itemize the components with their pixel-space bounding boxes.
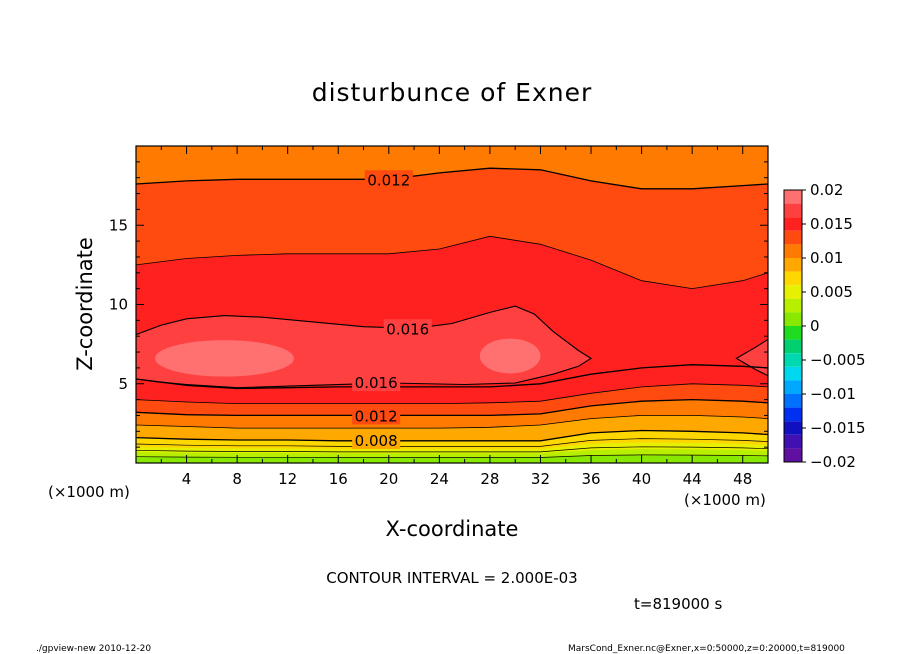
chart-title: disturbunce of Exner [312, 78, 593, 107]
contour-line-0.014-lower [136, 383, 768, 404]
colorbar-swatch [784, 448, 802, 462]
colorbar-swatch [784, 353, 802, 367]
colorbar-tick-label: −0.01 [810, 385, 856, 403]
colorbar-tick-label: −0.02 [810, 453, 856, 471]
y-tick-label: 10 [109, 296, 128, 314]
contour-interval-text: CONTOUR INTERVAL = 2.000E-03 [326, 569, 577, 587]
contour-line-0.014-upper [136, 235, 768, 290]
contour-label: 0.008 [352, 431, 401, 450]
colorbar-tick-label: −0.015 [810, 419, 866, 437]
colorbar-swatch [784, 339, 802, 354]
colorbar-swatch [784, 421, 802, 435]
contour-line-bottom-2 [136, 446, 768, 453]
contour-label-bg [352, 431, 401, 450]
colorbar-swatch [784, 244, 802, 258]
x-unit-left: (×1000 m) [48, 483, 130, 501]
colorbar-tick-label: 0.015 [810, 215, 853, 233]
contour-line-0.012-lower [136, 398, 768, 417]
contour-label-bg [352, 373, 401, 392]
colorbar-swatch [784, 285, 802, 299]
colorbar-swatch [784, 230, 802, 245]
contour-label-text: 0.016 [386, 320, 429, 338]
colorbar-swatch [784, 312, 802, 326]
x-unit-right: (×1000 m) [684, 491, 766, 509]
colorbar-tick-label: −0.005 [810, 351, 866, 369]
colorbar-swatch [784, 380, 802, 394]
colorbar-swatch [784, 298, 802, 313]
colorbar: 0.02 0.015 0.01 0.005 0 −0.005 −0.01 −0.015 −0.0… [783, 181, 866, 471]
colorbar-swatch [784, 217, 802, 231]
colorbar-swatch [784, 271, 802, 286]
contour-line-0.008 [136, 429, 768, 442]
colorbar-tick-label: 0.005 [810, 283, 853, 301]
x-axis-label: X-coordinate [386, 517, 519, 541]
contour-region-0.018-mid [479, 338, 541, 374]
x-tick-label: 40 [632, 470, 651, 488]
colorbar-tick-label: 0.01 [810, 249, 843, 267]
colorbar-swatch [784, 366, 802, 381]
x-tick-label: 20 [379, 470, 398, 488]
contour-fills [136, 146, 768, 463]
contour-label-text: 0.016 [355, 374, 398, 392]
colorbar-swatch [784, 434, 802, 449]
contour-line-bottom-1 [136, 438, 768, 447]
colorbar-swatch [784, 326, 802, 340]
colorbar-swatch [784, 203, 802, 218]
contour-label-text: 0.008 [355, 432, 398, 450]
y-axis-label: Z-coordinate [73, 237, 97, 371]
contour-label: 0.016 [352, 373, 401, 392]
colorbar-swatch [784, 190, 802, 204]
x-tick-label: 48 [733, 470, 752, 488]
x-tick-label: 36 [581, 470, 600, 488]
contour-label: 0.016 [383, 319, 432, 338]
x-axis-ticks: 4 8 12 16 20 24 28 32 36 40 44 48 [160, 146, 769, 488]
footer-right: MarsCond_Exner.nc@Exner,x=0:50000,z=0:20… [568, 644, 845, 654]
contour-label: 0.012 [364, 170, 413, 189]
contour-label: 0.012 [352, 406, 401, 425]
x-tick-label: 44 [683, 470, 702, 488]
x-tick-label: 4 [182, 470, 192, 488]
x-tick-label: 28 [480, 470, 499, 488]
contour-line-0.016-lower [136, 364, 768, 390]
y-tick-label: 15 [109, 216, 128, 234]
contour-label-bg [352, 406, 401, 425]
plot-area [136, 146, 768, 463]
x-tick-label: 8 [232, 470, 242, 488]
time-text: t=819000 s [634, 595, 722, 613]
contour-labels: 0.012 0.016 0.016 0.012 0.008 [352, 170, 432, 450]
fill-band-bottom-3 [136, 455, 768, 463]
contour-lines [136, 167, 768, 458]
contour-label-text: 0.012 [355, 407, 398, 425]
x-tick-label: 16 [329, 470, 348, 488]
colorbar-swatch [784, 258, 802, 272]
y-axis-ticks: 5 10 15 [109, 161, 768, 448]
contour-region-0.018-left [154, 340, 294, 377]
contour-line-0.012-upper [136, 167, 768, 190]
x-tick-label: 12 [278, 470, 297, 488]
contour-region-0.016-right [735, 338, 768, 377]
contour-label-bg [383, 319, 432, 338]
contour-line-0.010 [136, 415, 768, 429]
colorbar-swatch [784, 407, 802, 422]
colorbar-swatch [784, 394, 802, 408]
contour-label-text: 0.012 [367, 171, 410, 189]
y-tick-label: 5 [118, 375, 128, 393]
footer-left: ./gpview-new 2010-12-20 [36, 644, 151, 654]
colorbar-tick-label: 0.02 [810, 181, 843, 199]
colorbar-tick-label: 0 [810, 317, 820, 335]
x-tick-label: 24 [430, 470, 449, 488]
x-tick-label: 32 [531, 470, 550, 488]
contour-line-bottom-3 [136, 454, 768, 458]
contour-label-bg [364, 170, 413, 189]
